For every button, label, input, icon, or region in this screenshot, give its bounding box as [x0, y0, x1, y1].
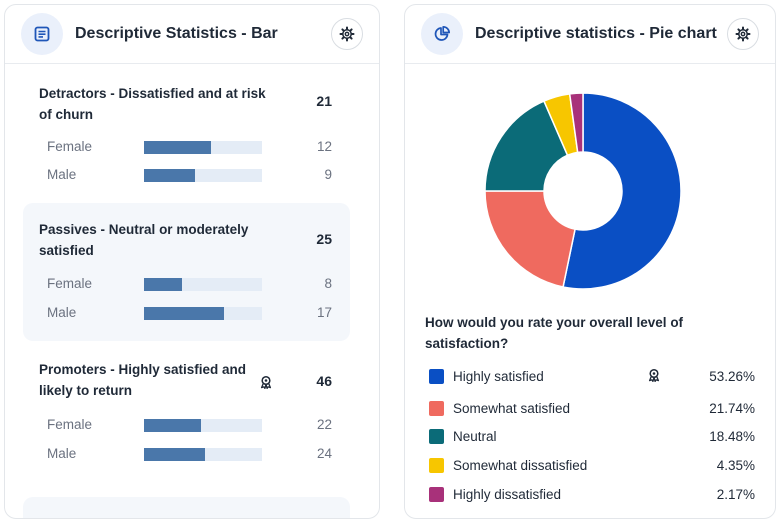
- bar-fill: [144, 141, 212, 154]
- bar-track: [144, 141, 262, 154]
- pie-slice-neutral[interactable]: [484, 100, 569, 192]
- bar-row: Male 9: [23, 165, 350, 185]
- row-value: 22: [316, 417, 332, 432]
- bar-track: [144, 169, 262, 182]
- bar-fill: [144, 307, 225, 320]
- row-label: Male: [47, 167, 77, 182]
- pie-chart-icon: [421, 13, 463, 55]
- passives-group: Passives - Neutral or moderately satisfi…: [23, 203, 350, 341]
- pie-settings-button[interactable]: [727, 18, 759, 50]
- legend-label: Highly satisfied: [453, 369, 544, 384]
- legend-percent: 53.26%: [709, 369, 755, 384]
- group-total: 21: [316, 93, 332, 109]
- gear-icon: [339, 26, 355, 42]
- award-icon: [259, 375, 273, 394]
- bar-track: [144, 307, 262, 320]
- document-list-icon: [21, 13, 63, 55]
- donut-chart: [484, 92, 682, 290]
- row-value: 24: [316, 446, 332, 461]
- group-title: Detractors - Dissatisfied and at risk of…: [39, 86, 266, 122]
- legend-percent: 4.35%: [716, 458, 755, 473]
- bar-settings-button[interactable]: [331, 18, 363, 50]
- next-group-partial: [23, 497, 350, 518]
- legend-swatch: [429, 401, 444, 416]
- bar-fill: [144, 169, 195, 182]
- legend-percent: 18.48%: [709, 429, 755, 444]
- legend-swatch: [429, 369, 444, 384]
- promoters-group: Promoters - Highly satisfied and likely …: [23, 345, 350, 475]
- legend-item[interactable]: Neutral 18.48%: [425, 427, 761, 447]
- detractors-group: Detractors - Dissatisfied and at risk of…: [23, 69, 350, 199]
- bar-track: [144, 448, 262, 461]
- row-label: Male: [47, 446, 77, 461]
- group-total: 46: [316, 373, 332, 389]
- pie-card-title: Descriptive statistics - Pie chart: [475, 25, 717, 42]
- row-label: Female: [47, 139, 93, 154]
- group-title: Passives - Neutral or moderately satisfi…: [39, 222, 249, 258]
- bar-row: Male 24: [23, 444, 350, 464]
- bar-statistics-card: Descriptive Statistics - Bar Detractors …: [4, 4, 380, 519]
- legend-label: Somewhat dissatisfied: [453, 458, 588, 473]
- row-label: Male: [47, 305, 77, 320]
- group-total: 25: [316, 231, 332, 247]
- pie-slice-somewhat-satisfied[interactable]: [484, 190, 576, 288]
- award-icon: [647, 368, 661, 387]
- row-value: 17: [316, 305, 332, 320]
- bar-fill: [144, 278, 182, 291]
- bar-fill: [144, 448, 206, 461]
- row-label: Female: [47, 417, 93, 432]
- bar-row: Female 8: [23, 274, 350, 294]
- bar-row: Female 12: [23, 137, 350, 157]
- legend-label: Somewhat satisfied: [453, 401, 571, 416]
- legend-item[interactable]: Somewhat dissatisfied 4.35%: [425, 456, 761, 476]
- legend-percent: 2.17%: [716, 487, 755, 502]
- gear-icon: [735, 26, 751, 42]
- bar-card-title: Descriptive Statistics - Bar: [75, 25, 278, 42]
- bar-card-header: Descriptive Statistics - Bar: [5, 5, 379, 64]
- row-value: 9: [324, 167, 332, 182]
- group-title: Promoters - Highly satisfied and likely …: [39, 362, 247, 398]
- row-label: Female: [47, 276, 93, 291]
- legend-swatch: [429, 487, 444, 502]
- legend-label: Neutral: [453, 429, 497, 444]
- legend-swatch: [429, 429, 444, 444]
- pie-card-header: Descriptive statistics - Pie chart: [405, 5, 775, 64]
- pie-chart-card: Descriptive statistics - Pie chart How w…: [404, 4, 776, 519]
- bar-fill: [144, 419, 201, 432]
- legend-percent: 21.74%: [709, 401, 755, 416]
- row-value: 8: [324, 276, 332, 291]
- legend-item[interactable]: Highly dissatisfied 2.17%: [425, 485, 761, 505]
- legend-item[interactable]: Highly satisfied 53.26%: [425, 367, 761, 387]
- legend-swatch: [429, 458, 444, 473]
- row-value: 12: [316, 139, 332, 154]
- legend-label: Highly dissatisfied: [453, 487, 562, 502]
- legend-item[interactable]: Somewhat satisfied 21.74%: [425, 399, 761, 419]
- chart-question: How would you rate your overall level of…: [425, 315, 684, 351]
- pie-slice-highly-dissatisfied[interactable]: [568, 92, 584, 154]
- bar-row: Female 22: [23, 415, 350, 435]
- bar-track: [144, 278, 262, 291]
- bar-row: Male 17: [23, 303, 350, 323]
- pie-slice-highly-satisfied[interactable]: [562, 92, 682, 290]
- bar-track: [144, 419, 262, 432]
